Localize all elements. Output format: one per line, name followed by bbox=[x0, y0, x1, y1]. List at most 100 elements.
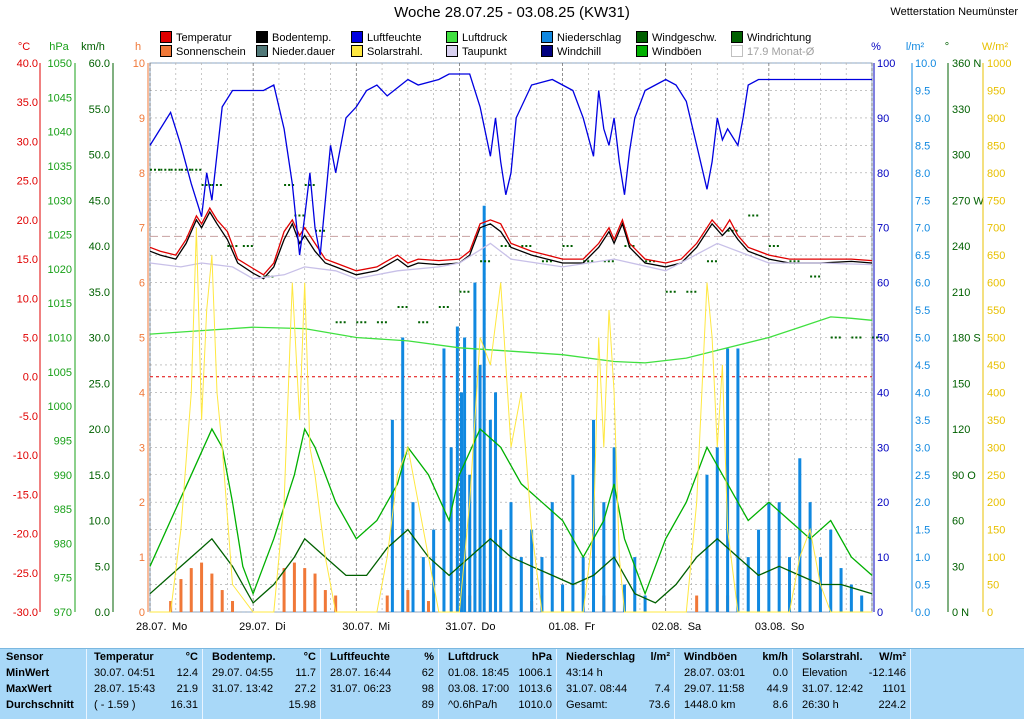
tick-label-solar: 550 bbox=[987, 305, 1005, 317]
legend-swatch bbox=[160, 45, 172, 57]
table-cell-label: 01.08. 18:45 bbox=[448, 667, 510, 679]
legend-label: Windchill bbox=[557, 46, 602, 58]
legend-label: Windböen bbox=[652, 46, 702, 58]
tick-label-pressure: 985 bbox=[54, 504, 72, 516]
tick-label-temperature: 0.0 bbox=[23, 372, 38, 384]
wind-direction-dot bbox=[335, 321, 338, 324]
tick-label-rain: 6.5 bbox=[915, 250, 930, 262]
tick-label-sunshine: 1 bbox=[139, 552, 145, 564]
tick-label-solar: 300 bbox=[987, 442, 1005, 454]
wind-direction-dot bbox=[756, 214, 759, 217]
table-cell-label: 29.07. 11:58 bbox=[684, 683, 745, 695]
table-row: 28.07. 15:43 21.9 bbox=[88, 681, 202, 697]
table-cell-label: 26:30 h bbox=[802, 699, 839, 711]
axis-unit-pressure: hPa bbox=[49, 41, 69, 53]
wind-direction-dot bbox=[480, 260, 483, 263]
tick-label-humidity: 80 bbox=[877, 168, 889, 180]
wind-direction-dot bbox=[776, 245, 779, 247]
table-row-label: MinWert bbox=[6, 667, 50, 679]
table-row: 03.08. 17:00 1013.6 bbox=[442, 681, 556, 697]
wind-direction-dot bbox=[376, 321, 379, 324]
legend-swatch bbox=[446, 45, 458, 57]
tick-label-wind: 40.0 bbox=[89, 241, 110, 253]
wind-direction-dot bbox=[748, 214, 751, 217]
tick-label-solar: 1000 bbox=[987, 58, 1011, 70]
tick-label-rain: 1.0 bbox=[915, 552, 930, 564]
wind-direction-dot bbox=[632, 245, 635, 247]
x-tick-date: 29.07. bbox=[239, 621, 270, 633]
wind-direction-dot bbox=[209, 184, 212, 186]
wind-direction-dot bbox=[319, 229, 322, 232]
wind-direction-dot bbox=[624, 245, 627, 247]
sunshine-bar bbox=[406, 590, 410, 612]
tick-label-direction: 330 bbox=[952, 104, 970, 116]
table-cell-value: 1006.1 bbox=[518, 667, 552, 679]
tick-label-solar: 200 bbox=[987, 497, 1005, 509]
table-cell-label: Elevation bbox=[802, 667, 848, 679]
tick-label-solar: 250 bbox=[987, 470, 1005, 482]
series-line-windgeschw bbox=[149, 528, 873, 604]
tick-label-wind: 30.0 bbox=[89, 333, 110, 345]
table-cell-value: 1010.0 bbox=[518, 699, 552, 711]
sunshine-bar bbox=[426, 601, 430, 612]
rain-bar bbox=[482, 205, 486, 613]
tick-label-pressure: 970 bbox=[54, 607, 72, 619]
table-cell-label: 31.07. 08:44 bbox=[566, 683, 628, 695]
rain-bar bbox=[550, 502, 554, 612]
rain-bar bbox=[561, 584, 565, 612]
x-tick-day: Mo bbox=[172, 621, 187, 633]
wind-direction-dot bbox=[880, 336, 882, 339]
table-cell-value: 7.4 bbox=[654, 683, 670, 695]
tick-label-humidity: 100 bbox=[877, 58, 895, 70]
legend-label: Sonnenschein bbox=[176, 46, 246, 58]
wind-direction-dot bbox=[401, 306, 404, 308]
wind-direction-dot bbox=[426, 321, 429, 324]
table-row-labels: Sensor MinWert MaxWert Durchschnitt bbox=[6, 649, 87, 719]
table-cell-label: Gesamt: bbox=[566, 699, 608, 711]
tick-label-sunshine: 4 bbox=[139, 387, 145, 399]
table-cell-label: 1448.0 km bbox=[684, 699, 736, 711]
rain-bar bbox=[860, 595, 864, 612]
wind-direction-dot bbox=[384, 321, 387, 324]
wind-direction-dot bbox=[727, 229, 730, 232]
rain-bar bbox=[473, 282, 477, 612]
wind-direction-dot bbox=[288, 184, 291, 186]
tick-label-rain: 5.5 bbox=[915, 305, 930, 317]
legend-swatch bbox=[256, 45, 268, 57]
rain-bar bbox=[787, 557, 791, 612]
wind-direction-dot bbox=[219, 184, 222, 186]
table-column-header: Solarstrahl. bbox=[802, 651, 863, 663]
wind-direction-dot bbox=[178, 168, 181, 171]
tick-label-rain: 2.0 bbox=[915, 497, 930, 509]
table-cell-label: 29.07. 04:55 bbox=[212, 667, 274, 679]
table-column: Niederschlag l/m² 43:14 h 31.07. 08:44 7.4 Ge… bbox=[560, 649, 675, 719]
axis-unit-rain: l/m² bbox=[906, 41, 925, 53]
tick-label-temperature: 35.0 bbox=[17, 97, 38, 109]
rain-bar bbox=[499, 529, 503, 612]
weather-chart: 40.035.030.025.020.015.010.05.00.0-5.0-1… bbox=[13, 41, 1012, 633]
sunshine-bar bbox=[189, 568, 193, 612]
wind-direction-dot bbox=[830, 336, 833, 339]
series-line-luftdruck bbox=[149, 316, 873, 364]
wind-direction-dot bbox=[706, 260, 709, 263]
table-cell-value: -12.146 bbox=[868, 667, 906, 679]
tick-label-humidity: 10 bbox=[877, 552, 889, 564]
tick-label-direction: 90 O bbox=[952, 470, 976, 482]
tick-label-wind: 35.0 bbox=[89, 287, 110, 299]
rain-bar bbox=[581, 557, 585, 612]
table-cell-value: 12.4 bbox=[176, 667, 198, 679]
legend-label: Solarstrahl. bbox=[367, 46, 423, 58]
table-row: 28.07. 16:44 62 bbox=[324, 665, 438, 681]
wind-direction-dot bbox=[851, 336, 854, 339]
sunshine-bar bbox=[323, 590, 327, 612]
legend-item: 17.9 Monat-Ø bbox=[731, 45, 814, 59]
legend-item: Windrichtung bbox=[731, 31, 811, 45]
wind-direction-dot bbox=[302, 214, 305, 217]
tick-label-humidity: 0 bbox=[877, 607, 883, 619]
table-row: 15.98 bbox=[206, 697, 320, 713]
wind-direction-dot bbox=[180, 168, 183, 171]
wind-direction-dot bbox=[339, 321, 342, 324]
wind-direction-dot bbox=[292, 184, 295, 186]
wind-direction-dot bbox=[364, 321, 367, 324]
tick-label-temperature: -15.0 bbox=[13, 489, 38, 501]
